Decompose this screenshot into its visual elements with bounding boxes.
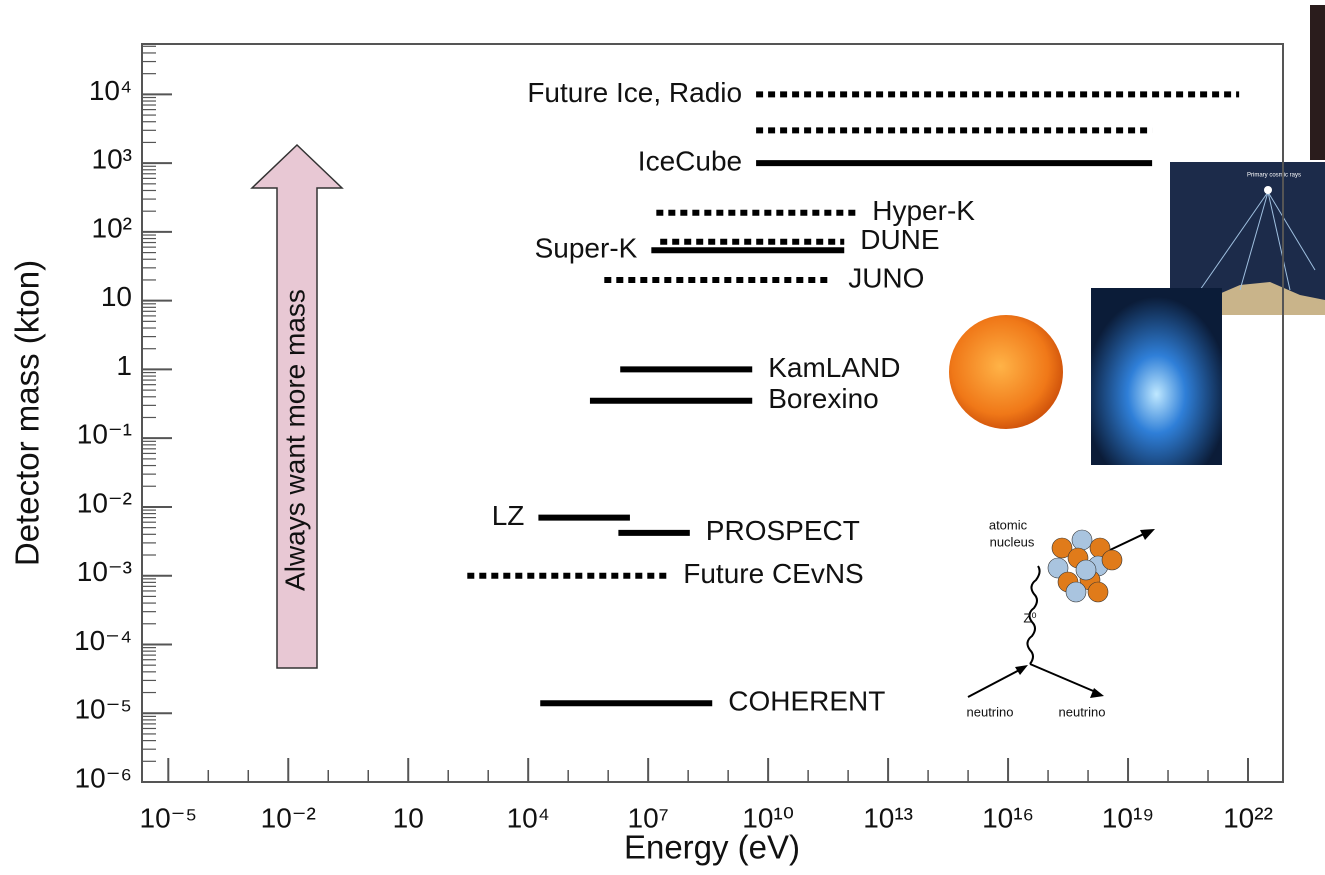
y-axis-title: Detector mass (kton): [9, 260, 46, 566]
segment-label: JUNO: [848, 262, 924, 293]
x-tick-label: 10⁷: [628, 802, 669, 833]
neutrino-label: neutrino: [1059, 704, 1106, 719]
x-tick-label: 10¹⁶: [982, 802, 1034, 833]
x-tick-label: 10⁻²: [261, 802, 316, 833]
sun-image: [949, 315, 1063, 429]
x-tick-label: 10¹⁰: [742, 802, 794, 833]
segment-label: COHERENT: [728, 686, 885, 717]
nucleus-label: atomic: [989, 517, 1028, 532]
x-tick-label: 10²²: [1223, 802, 1273, 833]
x-tick-label: 10: [393, 802, 424, 833]
segment-label: Super-K: [535, 233, 638, 264]
segment-label: DUNE: [860, 224, 939, 255]
segment-label: Hyper-K: [872, 195, 975, 226]
y-tick-label: 10⁻²: [77, 487, 132, 518]
segment-label: Future Ice, Radio: [527, 77, 742, 108]
y-tick-label: 1: [116, 350, 132, 381]
x-axis-title: Energy (eV): [624, 829, 800, 866]
y-tick-label: 10⁻⁵: [74, 694, 132, 725]
y-tick-label: 10: [101, 281, 132, 312]
nucleus-label: nucleus: [990, 534, 1035, 549]
y-tick-label: 10⁻⁴: [74, 625, 132, 656]
segment-label: PROSPECT: [706, 515, 860, 546]
primary-ray: [1264, 186, 1272, 194]
y-tick-label: 10³: [92, 144, 132, 175]
segment-label: Future CEvNS: [683, 558, 864, 589]
segment-label: KamLAND: [768, 352, 900, 383]
x-tick-label: 10⁴: [507, 802, 550, 833]
neutrino-label: neutrino: [967, 704, 1014, 719]
y-tick-label: 10⁻⁶: [75, 762, 132, 793]
boson-label: Z⁰: [1023, 610, 1036, 625]
page: Primary cosmic rays atomic nucleus Z⁰ ne…: [0, 0, 1325, 875]
galaxy-image: [1310, 5, 1325, 160]
y-tick-label: 10⁻³: [77, 556, 132, 587]
y-tick-label: 10⁴: [89, 75, 132, 106]
feynman-diagram: atomic nucleus Z⁰ neutrino neutrino: [967, 517, 1155, 719]
y-tick-label: 10⁻¹: [77, 419, 132, 450]
segment-label: Borexino: [768, 383, 879, 414]
x-tick-label: 10¹³: [863, 802, 913, 833]
x-tick-label: 10¹⁹: [1102, 802, 1154, 833]
arrow-text: Always want more mass: [279, 289, 310, 591]
chart: Primary cosmic rays atomic nucleus Z⁰ ne…: [0, 0, 1325, 875]
cosmic-label: Primary cosmic rays: [1247, 173, 1301, 179]
x-tick-label: 10⁻⁵: [140, 802, 198, 833]
reactor-image: [1091, 288, 1222, 465]
y-tick-label: 10²: [92, 212, 132, 243]
segment-label: LZ: [492, 500, 525, 531]
segment-label: IceCube: [638, 146, 742, 177]
